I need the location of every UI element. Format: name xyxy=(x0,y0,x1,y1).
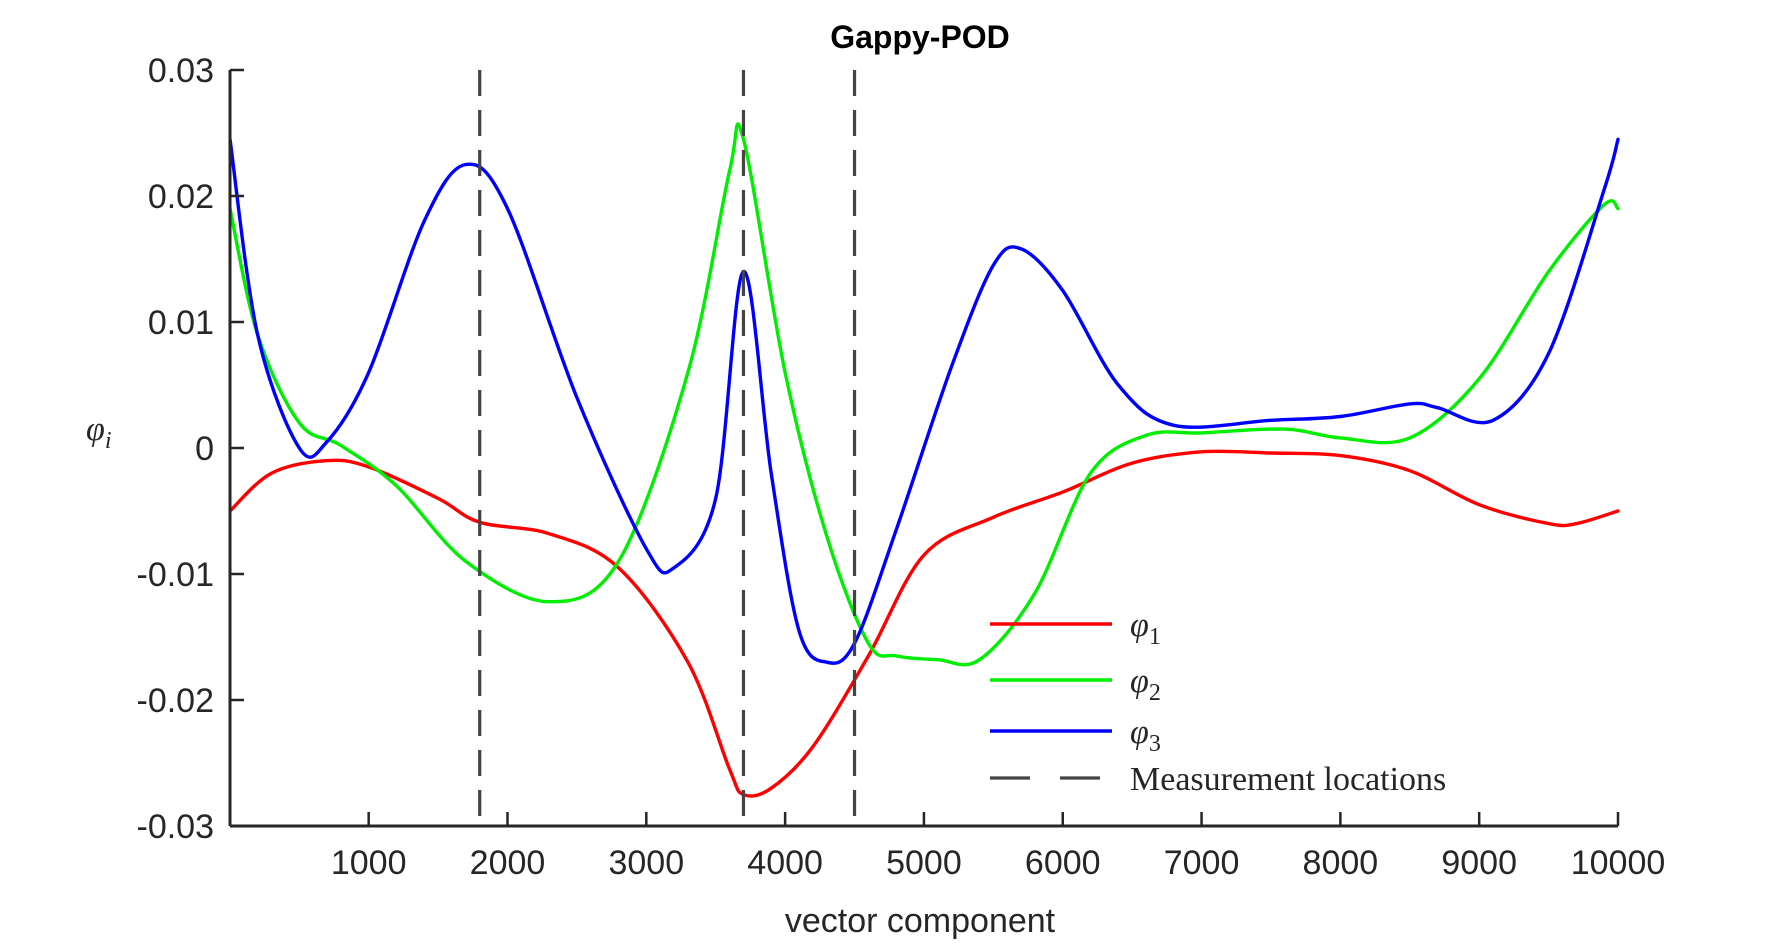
y-tick-label: 0.03 xyxy=(148,52,214,90)
x-tick-label: 10000 xyxy=(1571,844,1666,882)
series-line-phi-3 xyxy=(230,137,1620,665)
legend-label-phi-2: φ2 xyxy=(1130,663,1161,706)
series-line-phi-2 xyxy=(230,122,1620,667)
y-tick-label: 0 xyxy=(195,430,214,468)
y-axis-label: φi xyxy=(86,411,111,454)
legend-label-subscript: 3 xyxy=(1149,731,1161,757)
y-tick-label: -0.01 xyxy=(137,556,215,594)
y-tick-label: -0.02 xyxy=(137,682,215,720)
legend-label-phi-3: φ3 xyxy=(1130,714,1161,757)
x-tick-label: 2000 xyxy=(470,844,546,882)
y-axis-label-subscript: i xyxy=(105,428,112,454)
x-tick-label: 3000 xyxy=(608,844,684,882)
x-tick-label: 5000 xyxy=(886,844,962,882)
x-tick-label: 8000 xyxy=(1303,844,1379,882)
legend-label-phi-1: φ1 xyxy=(1130,607,1161,650)
legend-label-measurement: Measurement locations xyxy=(1130,761,1446,798)
x-tick-label: 9000 xyxy=(1441,844,1517,882)
legend-label-symbol: φ xyxy=(1130,607,1149,644)
y-axis-label-symbol: φ xyxy=(86,411,105,448)
x-tick-label: 7000 xyxy=(1164,844,1240,882)
legend-label-symbol: φ xyxy=(1130,714,1149,751)
x-tick-label: 4000 xyxy=(747,844,823,882)
chart-title: Gappy-POD xyxy=(830,19,1010,55)
y-tick-label: -0.03 xyxy=(137,808,215,846)
legend-label-subscript: 2 xyxy=(1149,680,1161,706)
y-tick-label: 0.01 xyxy=(148,304,214,342)
x-tick-label: 1000 xyxy=(331,844,407,882)
y-tick-label: 0.02 xyxy=(148,178,214,216)
series-line-phi-1 xyxy=(230,449,1620,798)
plot-area xyxy=(230,122,1620,798)
legend-label-subscript: 1 xyxy=(1149,624,1161,650)
legend-label-symbol: φ xyxy=(1130,663,1149,700)
x-axis-label: vector component xyxy=(785,902,1056,940)
x-tick-label: 6000 xyxy=(1025,844,1101,882)
